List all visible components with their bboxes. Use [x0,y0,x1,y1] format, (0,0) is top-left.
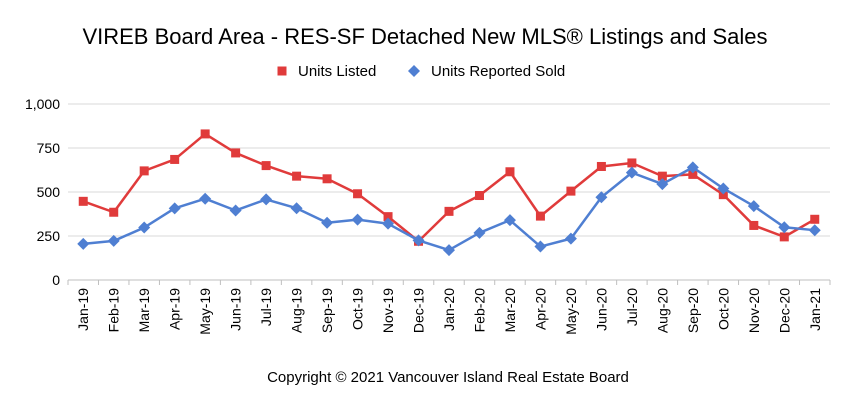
data-point [473,226,486,239]
y-tick-label: 750 [37,140,61,156]
legend-label: Units Listed [298,63,376,80]
legend-item: Units Reported Sold [408,63,565,80]
chart-title: VIREB Board Area - RES-SF Detached New M… [82,24,767,49]
x-tick-label: Dec-19 [411,288,427,333]
data-point [627,158,637,168]
data-point [503,214,516,227]
data-point [383,212,393,222]
legend: Units Listed Units Reported Sold [277,63,565,80]
series-layer [77,129,821,257]
gridlines [68,103,830,281]
data-point [688,169,698,179]
data-point [199,192,212,205]
data-point [260,193,273,206]
data-point [749,220,759,230]
data-point [290,202,303,215]
y-axis-tick-labels: 0 250 500 750 1,000 [25,96,60,288]
x-tick-label: Jun-19 [228,288,244,331]
x-tick-label: Nov-19 [380,288,396,333]
data-point [505,167,515,177]
data-point [109,207,119,217]
x-tick-label: May-19 [197,288,213,335]
data-point [474,191,484,201]
y-tick-label: 1,000 [25,96,60,112]
data-point [686,161,699,174]
x-tick-label: Mar-19 [136,288,152,333]
data-point [229,204,242,217]
x-tick-label: Aug-20 [654,288,670,333]
legend-marker [277,66,287,76]
data-point [747,200,760,213]
data-point [138,221,151,234]
x-tick-label: Apr-20 [532,288,548,330]
data-point [412,234,425,247]
x-tick-label: Jul-20 [624,288,640,326]
data-point [778,221,791,234]
x-tick-label: Jun-20 [593,288,609,331]
x-tick-label: Oct-19 [350,288,366,330]
legend-item: Units Listed [277,63,376,80]
data-point [718,190,728,200]
x-tick-label: Jan-19 [75,288,91,331]
data-point [168,202,181,215]
x-tick-label: May-20 [563,288,579,335]
data-point [443,244,455,257]
data-point [779,232,789,242]
data-point [261,161,271,171]
data-point [534,240,547,253]
legend-marker [408,65,420,77]
data-point [810,214,820,224]
y-tick-label: 0 [52,272,60,288]
data-point [78,196,88,206]
x-tick-label: Sep-20 [685,288,701,333]
series-units-reported-sold [77,161,821,257]
x-tick-label: Jan-21 [807,288,823,331]
x-tick-label: Dec-20 [776,288,792,333]
data-point [382,217,395,230]
data-point [77,237,90,250]
x-tick-label: Mar-20 [502,288,518,333]
data-point [351,213,364,226]
legend-label: Units Reported Sold [431,63,565,80]
data-point [444,206,454,216]
x-tick-label: Feb-20 [471,288,487,333]
data-point [595,191,608,204]
series-units-listed [78,129,820,246]
y-tick-label: 250 [37,228,61,244]
data-point [139,166,149,176]
data-point [535,211,545,221]
data-point [625,166,638,179]
x-tick-label: Aug-19 [289,288,305,333]
data-point [566,186,576,196]
x-tick-label: Nov-20 [746,288,762,333]
data-point [107,234,120,247]
x-tick-label: Oct-20 [715,288,731,330]
data-point [231,148,241,158]
data-point [656,178,669,191]
x-tick-label: Apr-19 [167,288,183,330]
x-tick-label: Jul-19 [258,288,274,326]
series-line [82,132,816,243]
x-axis-tick-labels: Jan-19 Feb-19 Mar-19 Apr-19 May-19 Jun-19 Jul-… [67,280,831,335]
x-tick-label: Sep-19 [319,288,335,333]
copyright-footer: Copyright © 2021 Vancouver Island Real E… [267,369,629,386]
data-point [200,129,210,139]
data-point [596,161,606,171]
data-point [353,189,363,199]
x-tick-label: Feb-19 [106,288,122,333]
data-point [292,171,302,181]
data-point [321,216,334,229]
data-point [322,174,332,184]
data-point [564,232,577,245]
y-tick-label: 500 [37,184,61,200]
data-point [170,154,180,164]
x-tick-label: Jan-20 [441,288,457,331]
data-point [808,224,821,237]
data-point [717,182,730,195]
data-point [657,171,667,181]
